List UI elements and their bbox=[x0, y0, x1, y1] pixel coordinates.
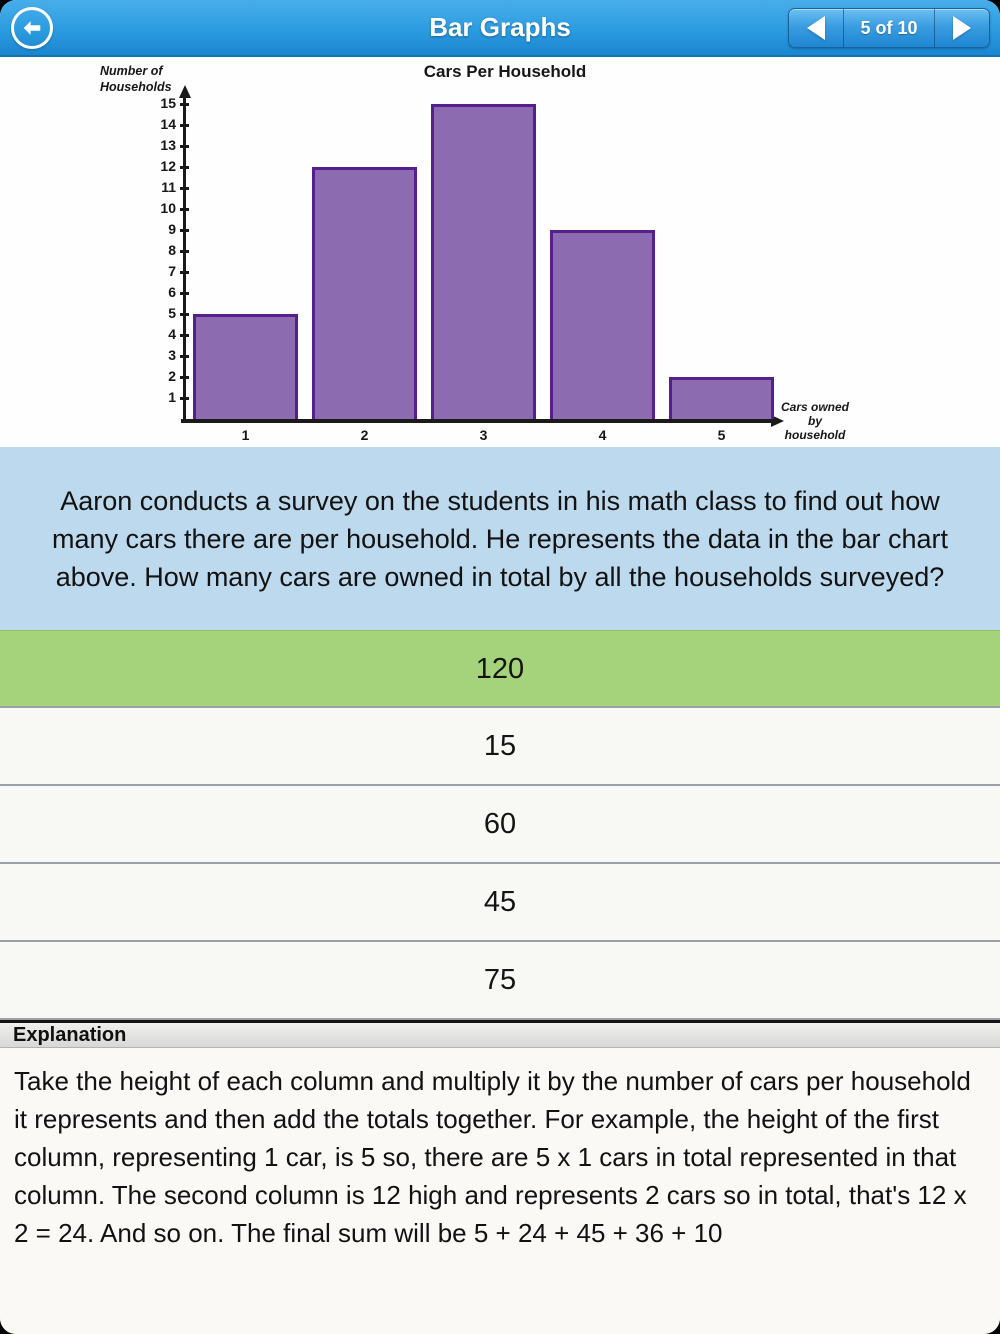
y-tick-mark bbox=[180, 292, 189, 295]
y-tick-label: 14 bbox=[160, 116, 176, 132]
y-tick-mark bbox=[180, 271, 189, 274]
answer-option-15[interactable]: 15 bbox=[0, 708, 1000, 786]
answer-option-120-correct[interactable]: 120 bbox=[0, 630, 1000, 708]
y-tick-label: 3 bbox=[168, 347, 176, 363]
back-button[interactable] bbox=[11, 7, 53, 49]
bar-category-4 bbox=[550, 230, 655, 419]
y-tick-mark bbox=[180, 103, 189, 106]
x-tick-label: 5 bbox=[717, 427, 726, 443]
y-tick-mark bbox=[180, 250, 189, 253]
y-tick-label: 7 bbox=[168, 263, 176, 279]
y-tick-label: 6 bbox=[168, 284, 176, 300]
x-axis-label: Cars owned by household bbox=[780, 400, 849, 442]
x-tick-label: 4 bbox=[598, 427, 607, 443]
y-tick-mark bbox=[180, 397, 189, 400]
header-bar: Bar Graphs 5 of 10 bbox=[0, 0, 1000, 57]
y-tick-mark bbox=[180, 208, 189, 211]
y-tick-mark bbox=[180, 124, 189, 127]
chart-plot bbox=[186, 104, 778, 419]
back-arrow-icon bbox=[21, 17, 43, 39]
explanation-header: Explanation bbox=[0, 1020, 1000, 1048]
y-tick-label: 5 bbox=[168, 305, 176, 321]
y-tick-mark bbox=[180, 187, 189, 190]
y-tick-mark bbox=[180, 145, 189, 148]
chart-title: Cars Per Household bbox=[423, 62, 587, 81]
pager-control: 5 of 10 bbox=[788, 8, 990, 48]
y-axis-line bbox=[183, 97, 186, 422]
y-axis-label: Number of Households bbox=[100, 64, 172, 94]
next-arrow-icon bbox=[953, 16, 971, 40]
y-tick-mark bbox=[180, 376, 189, 379]
y-tick-mark bbox=[180, 166, 189, 169]
y-tick-label: 1 bbox=[168, 389, 176, 405]
answers-list: 120 15 60 45 75 bbox=[0, 630, 1000, 1020]
pager-position-label: 5 of 10 bbox=[843, 9, 935, 47]
y-tick-label: 9 bbox=[168, 221, 176, 237]
y-tick-label: 13 bbox=[160, 137, 176, 153]
bar-category-5 bbox=[669, 377, 774, 419]
answer-option-75[interactable]: 75 bbox=[0, 942, 1000, 1020]
pager-prev-button[interactable] bbox=[789, 9, 843, 47]
answer-option-45[interactable]: 45 bbox=[0, 864, 1000, 942]
pager-next-button[interactable] bbox=[935, 9, 989, 47]
x-tick-label: 3 bbox=[479, 427, 488, 443]
page-title: Bar Graphs bbox=[429, 12, 571, 42]
y-tick-mark bbox=[180, 313, 189, 316]
bar-category-2 bbox=[312, 167, 417, 419]
prev-arrow-icon bbox=[807, 16, 825, 40]
question-text: Aaron conducts a survey on the students … bbox=[51, 485, 948, 592]
bar-chart: Cars Per Household Number of Households … bbox=[0, 57, 1000, 447]
x-axis-arrow-icon bbox=[771, 415, 784, 427]
answer-option-60[interactable]: 60 bbox=[0, 786, 1000, 864]
y-tick-label: 12 bbox=[160, 158, 176, 174]
y-axis-arrow-icon bbox=[178, 85, 191, 98]
y-tick-mark bbox=[180, 355, 189, 358]
y-tick-label: 8 bbox=[168, 242, 176, 258]
bar-category-3 bbox=[431, 104, 536, 419]
explanation-text: Take the height of each column and multi… bbox=[14, 1066, 971, 1248]
y-tick-label: 15 bbox=[160, 95, 176, 111]
x-tick-label: 2 bbox=[360, 427, 369, 443]
y-tick-label: 10 bbox=[160, 200, 176, 216]
y-tick-label: 2 bbox=[168, 368, 176, 384]
x-axis-line bbox=[181, 419, 773, 423]
y-tick-label: 11 bbox=[161, 179, 176, 195]
explanation-body: Take the height of each column and multi… bbox=[0, 1048, 1000, 1334]
x-tick-label: 1 bbox=[241, 427, 250, 443]
y-tick-mark bbox=[180, 334, 189, 337]
bar-category-1 bbox=[193, 314, 298, 419]
y-tick-mark bbox=[180, 229, 189, 232]
question-box: Aaron conducts a survey on the students … bbox=[0, 447, 1000, 630]
y-tick-label: 4 bbox=[168, 326, 176, 342]
